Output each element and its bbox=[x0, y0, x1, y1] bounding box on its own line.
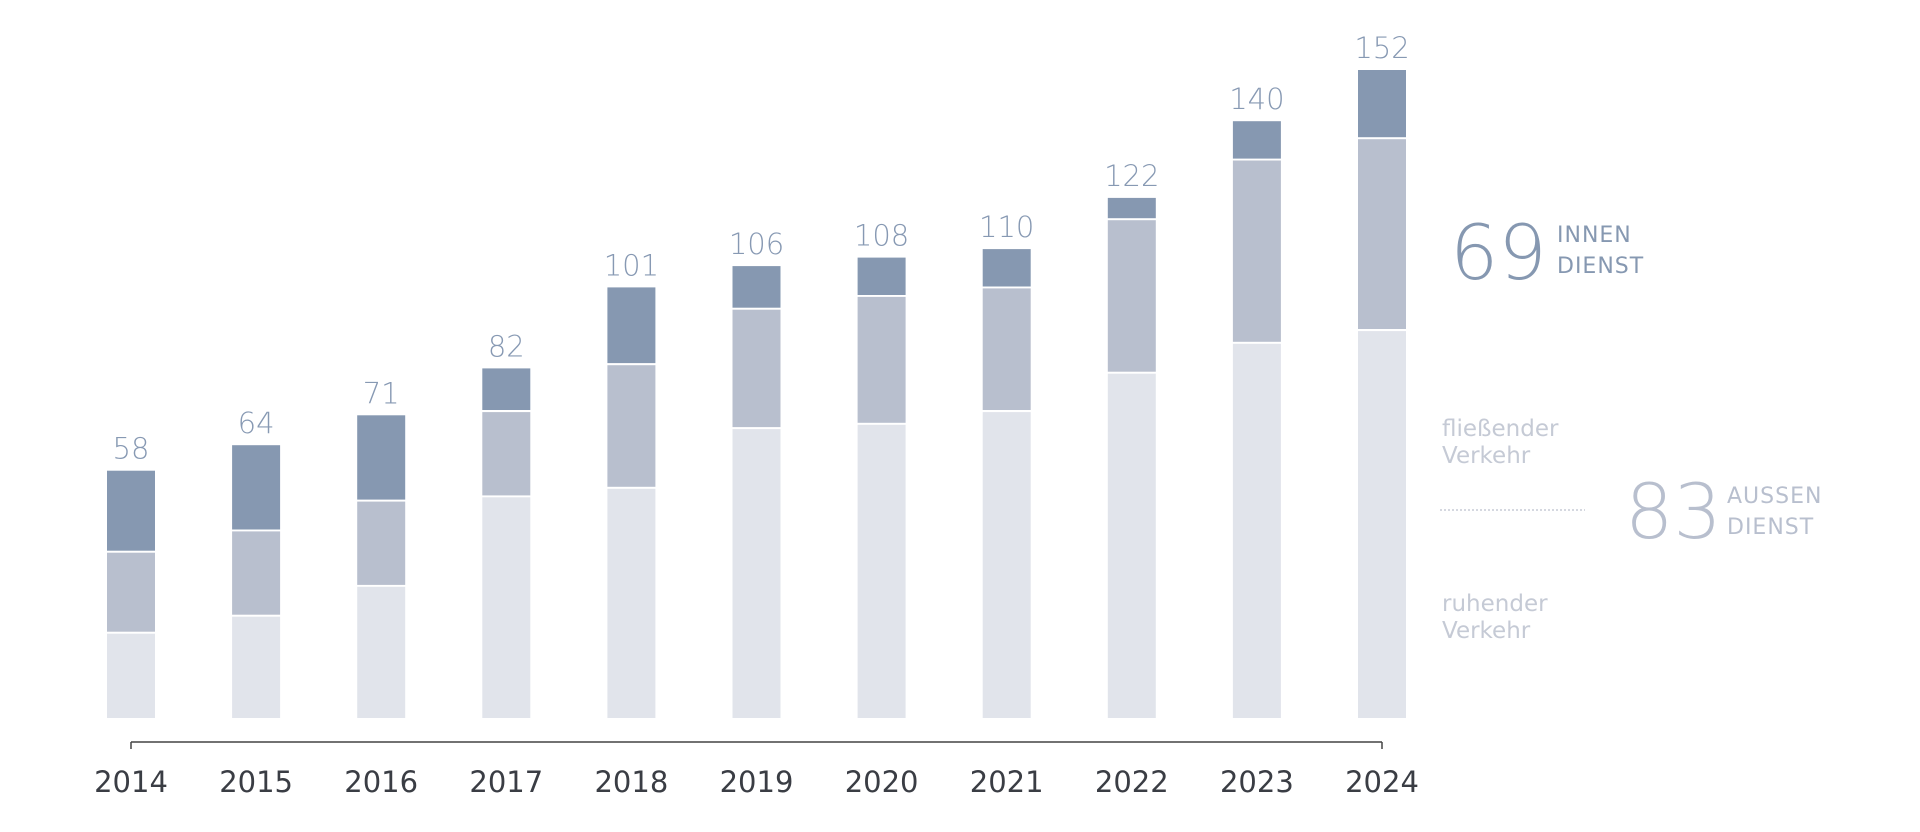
bar-segment-2024-2 bbox=[1358, 70, 1406, 138]
innen-label-line2: DIENST bbox=[1557, 254, 1644, 279]
bar-segment-2020-0 bbox=[857, 424, 906, 718]
bar-segment-2019-0 bbox=[732, 429, 781, 718]
total-label-2023: 140 bbox=[1229, 82, 1284, 116]
bar-segment-2021-2 bbox=[982, 249, 1031, 287]
fliessend-label-line1: fließender bbox=[1442, 416, 1559, 442]
bar-segment-2021-1 bbox=[982, 288, 1031, 410]
total-label-2014: 58 bbox=[113, 432, 150, 466]
ruhend-label-line2: Verkehr bbox=[1442, 618, 1531, 644]
bar-segment-2020-1 bbox=[857, 296, 906, 423]
bars-group bbox=[107, 70, 1406, 718]
bar-segment-2014-1 bbox=[107, 552, 155, 632]
summary-aussen: 83 AUSSEN DIENST bbox=[1625, 467, 1822, 556]
bar-segment-2017-2 bbox=[482, 368, 531, 410]
fliessend-label-line2: Verkehr bbox=[1442, 443, 1531, 469]
innen-label-line1: INNEN bbox=[1557, 223, 1632, 248]
bar-segment-2015-1 bbox=[232, 531, 281, 615]
bar-segment-2018-0 bbox=[607, 488, 656, 718]
x-axis-labels-group: 2014 2015 2016 2017 2018 2019 2020 2021 2022 2023… bbox=[94, 765, 1419, 799]
bar-segment-2014-0 bbox=[107, 633, 155, 718]
total-label-2024: 152 bbox=[1354, 31, 1409, 65]
bar-segment-2019-1 bbox=[732, 309, 781, 428]
innen-value: 69 bbox=[1450, 208, 1547, 297]
summary-innen: 69 INNEN DIENST bbox=[1450, 208, 1644, 297]
segment-label-ruhend: ruhender Verkehr bbox=[1442, 591, 1548, 644]
aussen-label-line2: DIENST bbox=[1727, 515, 1814, 540]
bar-segment-2022-1 bbox=[1107, 220, 1156, 372]
bar-segment-2017-0 bbox=[482, 497, 531, 718]
ruhend-label-line1: ruhender bbox=[1442, 591, 1548, 617]
bar-segment-2018-2 bbox=[607, 287, 656, 364]
bar-segment-2023-1 bbox=[1232, 160, 1281, 342]
total-label-2021: 110 bbox=[979, 210, 1034, 244]
total-label-2020: 108 bbox=[854, 219, 909, 253]
bar-segment-2016-0 bbox=[357, 586, 406, 718]
bar-segment-2022-2 bbox=[1107, 197, 1156, 219]
bar-segment-2015-0 bbox=[232, 616, 281, 718]
bar-segment-2018-1 bbox=[607, 365, 656, 487]
x-axis bbox=[130, 741, 1383, 749]
total-label-2017: 82 bbox=[488, 329, 525, 363]
bar-segment-2024-1 bbox=[1358, 139, 1406, 329]
x-tick-label-2017: 2017 bbox=[469, 765, 543, 799]
bar-segment-2023-0 bbox=[1232, 343, 1281, 718]
x-tick-label-2023: 2023 bbox=[1220, 765, 1294, 799]
bar-segment-2015-2 bbox=[232, 445, 281, 530]
x-tick-label-2015: 2015 bbox=[219, 765, 293, 799]
x-tick-label-2018: 2018 bbox=[594, 765, 668, 799]
total-label-2018: 101 bbox=[604, 248, 659, 282]
segment-label-fliessend: fließender Verkehr bbox=[1442, 416, 1559, 469]
bar-segment-2022-0 bbox=[1107, 373, 1156, 718]
bar-segment-2016-2 bbox=[357, 415, 406, 500]
total-label-2019: 106 bbox=[729, 227, 784, 261]
x-tick-label-2016: 2016 bbox=[344, 765, 418, 799]
x-tick-label-2014: 2014 bbox=[94, 765, 168, 799]
x-tick-label-2022: 2022 bbox=[1095, 765, 1169, 799]
bar-segment-2024-0 bbox=[1358, 331, 1406, 718]
total-label-2022: 122 bbox=[1104, 159, 1159, 193]
bar-segment-2017-1 bbox=[482, 412, 531, 496]
total-label-2016: 71 bbox=[363, 376, 400, 410]
bar-segment-2019-2 bbox=[732, 266, 781, 308]
x-tick-label-2024: 2024 bbox=[1345, 765, 1419, 799]
x-tick-label-2020: 2020 bbox=[845, 765, 919, 799]
bar-segment-2014-2 bbox=[107, 470, 155, 551]
total-label-2015: 64 bbox=[238, 406, 275, 440]
bar-segment-2023-2 bbox=[1232, 121, 1281, 159]
x-tick-label-2021: 2021 bbox=[970, 765, 1044, 799]
bar-segment-2021-0 bbox=[982, 412, 1031, 718]
total-labels-group: 58 64 71 82 101 106 108 110 122 140 152 bbox=[113, 31, 1410, 466]
x-tick-label-2019: 2019 bbox=[720, 765, 794, 799]
bar-segment-2020-2 bbox=[857, 257, 906, 295]
bar-segment-2016-1 bbox=[357, 501, 406, 585]
aussen-label-line1: AUSSEN bbox=[1727, 484, 1822, 509]
aussen-value: 83 bbox=[1625, 467, 1722, 556]
